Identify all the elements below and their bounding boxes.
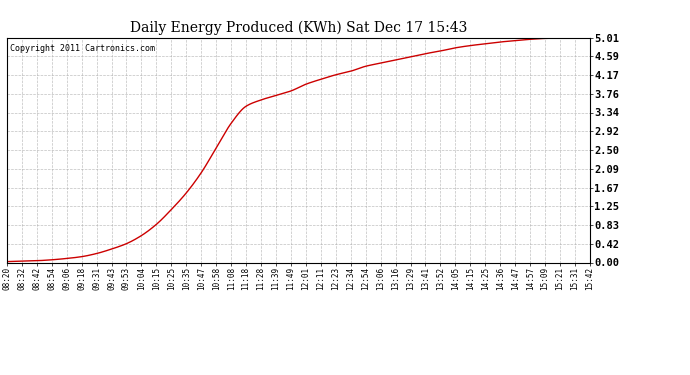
- Title: Daily Energy Produced (KWh) Sat Dec 17 15:43: Daily Energy Produced (KWh) Sat Dec 17 1…: [130, 21, 467, 35]
- Text: Copyright 2011 Cartronics.com: Copyright 2011 Cartronics.com: [10, 44, 155, 53]
